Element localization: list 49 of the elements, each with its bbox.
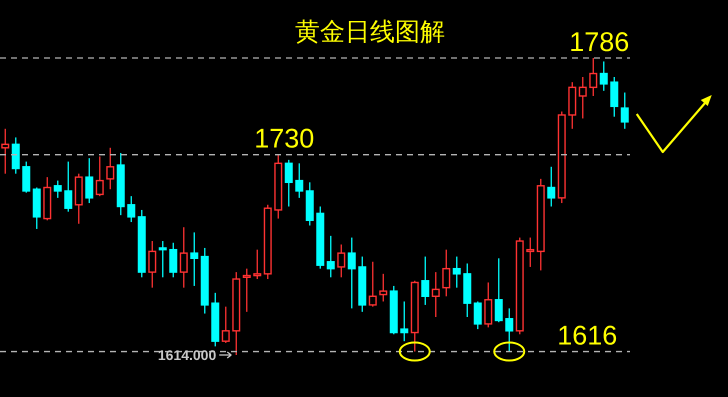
candlestick bbox=[337, 244, 346, 278]
candlestick bbox=[306, 182, 314, 226]
candlestick bbox=[600, 60, 608, 92]
candlestick bbox=[578, 76, 587, 120]
candlestick bbox=[484, 282, 492, 328]
candlestick bbox=[295, 162, 304, 199]
candlestick bbox=[138, 209, 146, 278]
candlestick bbox=[116, 152, 125, 216]
ref-line-label: 1730 bbox=[254, 124, 314, 154]
candlestick bbox=[400, 300, 408, 342]
candlestick bbox=[536, 178, 545, 272]
candlestick bbox=[242, 268, 251, 312]
candlestick bbox=[12, 136, 20, 174]
candlestick bbox=[358, 256, 366, 312]
ref-line-label: 1786 bbox=[569, 27, 630, 57]
candlestick bbox=[558, 110, 566, 204]
candlestick bbox=[516, 236, 524, 335]
candlestick bbox=[148, 240, 156, 288]
candlestick bbox=[158, 240, 167, 278]
candlestick bbox=[54, 180, 62, 199]
candlestick bbox=[620, 92, 629, 130]
candlestick bbox=[211, 292, 220, 348]
candlestick bbox=[526, 236, 534, 268]
candlestick bbox=[232, 271, 240, 355]
candlestick bbox=[106, 147, 114, 190]
candlestick bbox=[442, 249, 450, 297]
candlestick bbox=[610, 76, 618, 118]
candlestick bbox=[547, 166, 556, 208]
candlestick bbox=[379, 273, 388, 302]
candlestick bbox=[180, 226, 188, 288]
candlestick bbox=[190, 232, 198, 287]
candlestick bbox=[589, 58, 598, 97]
candlestick bbox=[348, 236, 356, 310]
candlestick bbox=[421, 256, 430, 306]
candlestick bbox=[568, 82, 576, 130]
candlestick bbox=[326, 235, 335, 278]
chart-title: 黄金日线图解 bbox=[295, 17, 445, 46]
ref-line-label: 1616 bbox=[557, 320, 618, 351]
candlestick bbox=[200, 247, 209, 314]
candlestick bbox=[505, 308, 514, 352]
candlestick bbox=[432, 271, 440, 318]
candlestick bbox=[127, 195, 136, 223]
candlestick bbox=[274, 154, 282, 220]
candlestick bbox=[169, 242, 178, 278]
candlestick bbox=[463, 262, 472, 318]
candlestick bbox=[85, 158, 94, 204]
annotation: 1614.000 bbox=[158, 347, 216, 363]
candlestick bbox=[74, 173, 83, 224]
candlestick bbox=[452, 256, 461, 288]
